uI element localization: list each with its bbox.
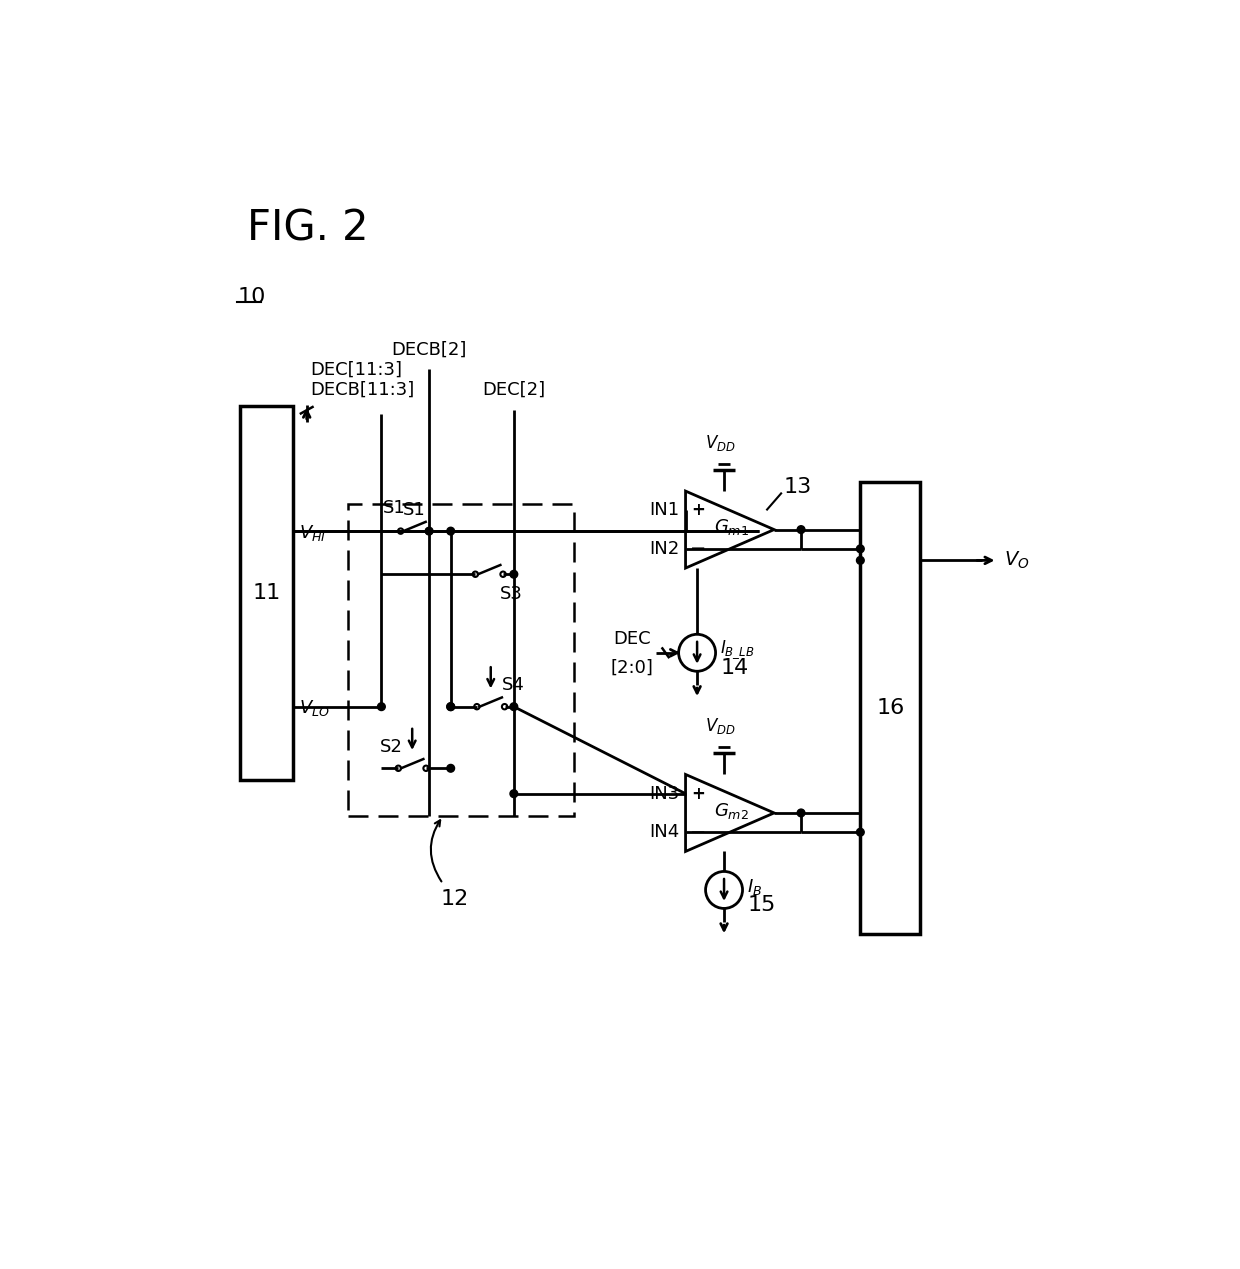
Circle shape [425,528,433,536]
Text: S2: S2 [381,739,403,756]
Text: 16: 16 [877,698,904,718]
Text: +: + [691,784,704,803]
Text: DECB[11:3]: DECB[11:3] [310,381,415,398]
Circle shape [510,789,517,797]
Circle shape [446,703,455,711]
Text: $V_{HI}$: $V_{HI}$ [299,523,326,543]
Bar [861,482,920,934]
Text: IN4: IN4 [650,824,680,841]
Text: IN3: IN3 [650,784,680,803]
Circle shape [510,703,517,711]
Circle shape [857,829,864,836]
Circle shape [797,810,805,817]
Text: IN1: IN1 [650,501,680,519]
Circle shape [446,764,455,772]
Bar [348,504,574,816]
Circle shape [377,703,386,711]
Text: DEC: DEC [614,631,651,648]
Text: DECB[2]: DECB[2] [392,340,466,359]
Text: $I_{B\_LB}$: $I_{B\_LB}$ [720,638,755,661]
Text: S3: S3 [500,585,523,603]
Text: 15: 15 [748,896,775,915]
Text: FIG. 2: FIG. 2 [247,208,368,250]
Circle shape [857,557,864,565]
Text: [2:0]: [2:0] [611,659,653,676]
Circle shape [797,525,805,533]
Text: DEC[11:3]: DEC[11:3] [310,360,403,378]
Text: $I_B$: $I_B$ [748,877,763,897]
Text: DEC[2]: DEC[2] [482,381,546,398]
Bar [241,406,293,780]
Text: $V_{LO}$: $V_{LO}$ [299,698,330,718]
Text: S1: S1 [382,499,405,518]
Text: $V_{DD}$: $V_{DD}$ [704,433,735,453]
Circle shape [857,544,864,553]
Text: +: + [691,501,704,519]
Text: S1: S1 [403,501,425,519]
Circle shape [446,703,455,711]
Text: IN2: IN2 [650,539,680,558]
Text: 10: 10 [237,287,265,307]
Text: S4: S4 [501,676,525,694]
Text: 12: 12 [440,890,469,909]
Text: 13: 13 [784,477,812,497]
Text: 11: 11 [253,582,280,603]
Circle shape [446,528,455,536]
Text: −: − [689,539,706,558]
Circle shape [510,570,517,579]
Text: $V_O$: $V_O$ [1003,549,1029,571]
Text: 14: 14 [720,659,749,678]
Text: $G_{m1}$: $G_{m1}$ [714,518,749,537]
Text: $V_{DD}$: $V_{DD}$ [704,716,735,736]
Text: −: − [689,822,706,841]
Text: $G_{m2}$: $G_{m2}$ [714,801,749,821]
